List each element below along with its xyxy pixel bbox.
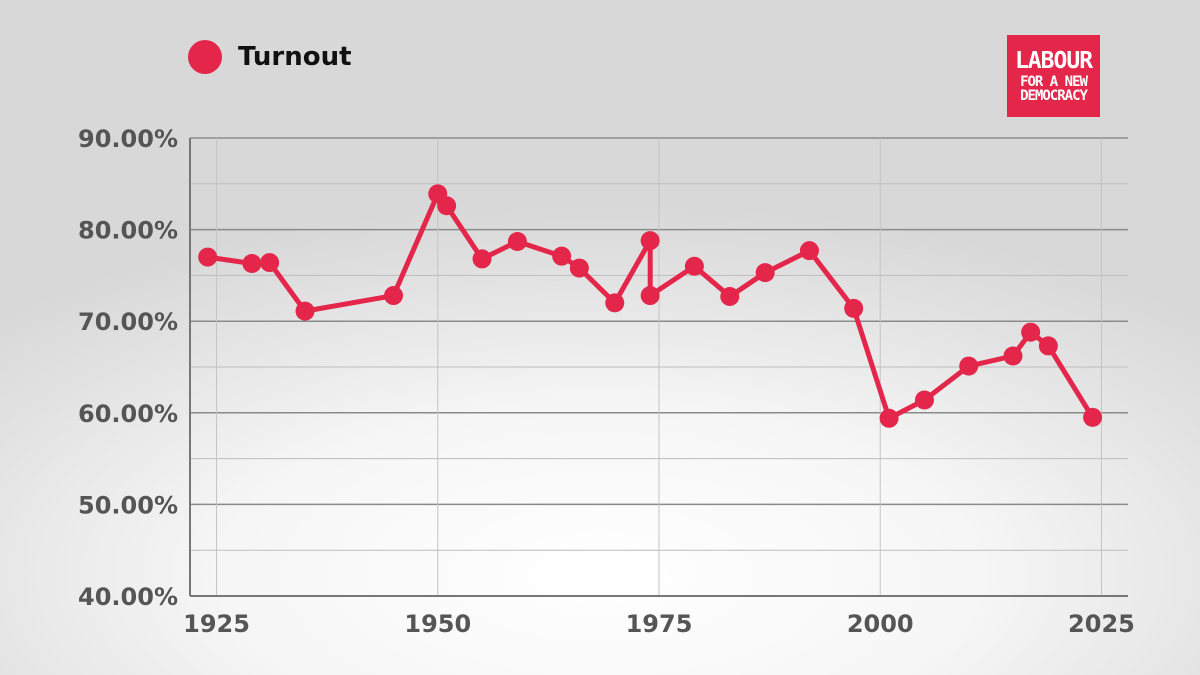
series-line-turnout — [205, 191, 1096, 421]
data-point — [260, 253, 280, 273]
data-point — [472, 249, 492, 269]
data-point — [640, 286, 660, 306]
grid — [190, 137, 1128, 597]
data-point — [844, 298, 864, 318]
data-point — [1083, 407, 1103, 427]
data-point — [640, 231, 660, 251]
x-tick-label: 1925 — [183, 610, 250, 638]
data-point — [552, 246, 572, 266]
data-point — [437, 196, 457, 216]
legend-label: Turnout — [238, 42, 352, 72]
data-point — [799, 241, 819, 261]
y-tick-label: 90.00% — [78, 125, 178, 153]
logo-line-1: LABOUR — [1014, 47, 1093, 74]
data-point — [755, 263, 775, 283]
legend: Turnout — [188, 40, 352, 74]
data-point — [720, 286, 740, 306]
x-tick-label: 1975 — [626, 610, 693, 638]
data-point — [242, 253, 262, 273]
y-tick-label: 70.00% — [78, 308, 178, 336]
data-point — [295, 301, 315, 321]
logo-line-3: DEMOCRACY — [1020, 87, 1088, 104]
y-tick-label: 60.00% — [78, 400, 178, 428]
data-point — [1003, 346, 1023, 366]
data-point — [384, 286, 404, 306]
data-point — [684, 256, 704, 276]
x-tick-label: 1950 — [404, 610, 471, 638]
data-point — [1038, 336, 1058, 356]
x-tick-label: 2025 — [1068, 610, 1135, 638]
y-tick-label: 50.00% — [78, 491, 178, 519]
data-point — [605, 293, 625, 313]
tick-labels: 40.00% 50.00% 60.00% 70.00% 80.00% 90.00% 1925… — [78, 125, 1135, 638]
series-turnout — [198, 184, 1103, 428]
data-point — [507, 232, 527, 252]
y-tick-label: 40.00% — [78, 583, 178, 611]
axes — [189, 138, 1128, 597]
legend-marker — [188, 40, 222, 74]
data-point — [569, 258, 589, 278]
logo: LABOUR FOR A NEW DEMOCRACY — [1007, 35, 1100, 117]
data-point — [198, 247, 218, 267]
data-point — [1021, 322, 1041, 342]
data-point — [959, 356, 979, 376]
data-point — [914, 390, 934, 410]
x-tick-label: 2000 — [847, 610, 914, 638]
y-tick-label: 80.00% — [78, 217, 178, 245]
logo-line-2: FOR A NEW — [1020, 73, 1088, 90]
data-point — [879, 408, 899, 428]
